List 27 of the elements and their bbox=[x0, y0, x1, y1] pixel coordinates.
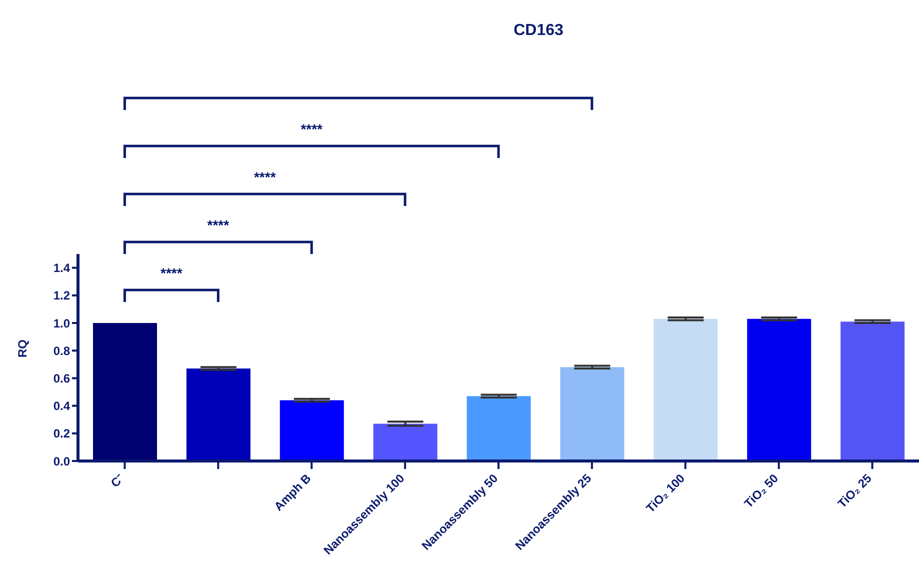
chart-title: CD163 bbox=[512, 22, 564, 40]
bar bbox=[747, 318, 812, 461]
bar bbox=[840, 322, 905, 461]
bar bbox=[560, 367, 624, 461]
y-tick-label: 0.6 bbox=[53, 371, 70, 386]
bar bbox=[373, 424, 438, 461]
bar bbox=[466, 396, 531, 461]
x-tick-label: C⁻ bbox=[108, 471, 127, 490]
x-tick-label: TiO₂ 50 bbox=[742, 470, 782, 511]
annotation: **** bbox=[160, 265, 183, 281]
y-tick-label: 1.4 bbox=[53, 261, 70, 276]
y-tick-label: 1.2 bbox=[53, 288, 70, 303]
text: **** bbox=[254, 169, 276, 185]
y-tick-label: 0.4 bbox=[53, 399, 70, 414]
bar bbox=[186, 368, 250, 461]
text: **** bbox=[300, 121, 324, 137]
y-tick-label: 0.8 bbox=[53, 344, 70, 358]
bar bbox=[93, 323, 157, 461]
bar bbox=[280, 400, 344, 461]
text: **** bbox=[207, 217, 230, 233]
x-tick-label: TiO₂ 100 bbox=[643, 470, 688, 516]
bar bbox=[654, 318, 718, 461]
y-tick-label: 0.0 bbox=[53, 454, 70, 468]
y-tick-label: 1.0 bbox=[53, 316, 70, 330]
y-axis-title: RQ bbox=[15, 340, 30, 358]
y-tick-label: 0.2 bbox=[53, 426, 70, 441]
x-tick-label: TiO₂ 25 bbox=[834, 470, 875, 511]
